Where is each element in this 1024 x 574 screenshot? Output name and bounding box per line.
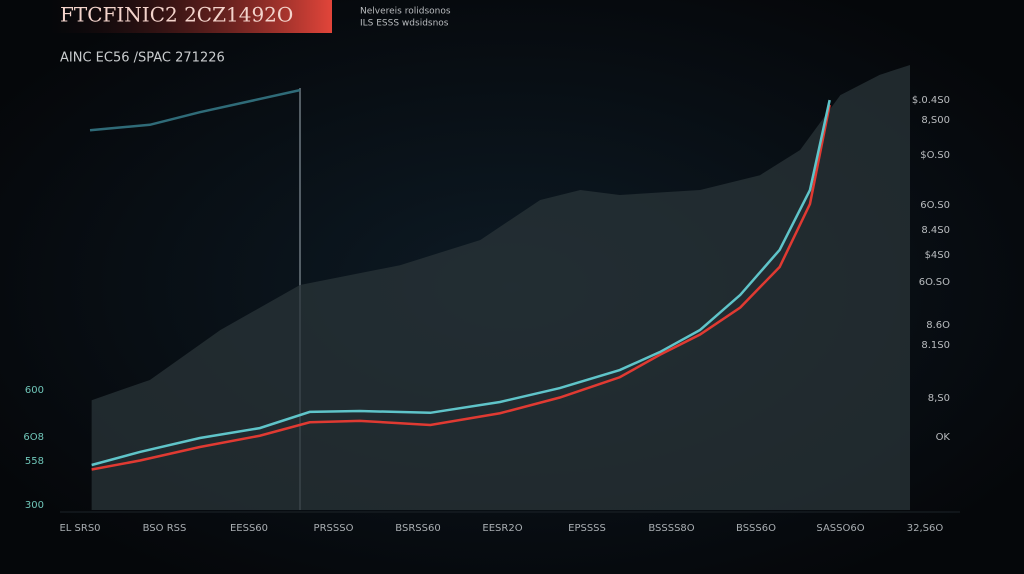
x-label: BSRSS60	[395, 523, 440, 534]
x-label: EL SRS0	[59, 523, 100, 534]
line	[89, 88, 301, 132]
value-label: 8.6O	[926, 320, 950, 331]
x-label: EESS60	[230, 523, 268, 534]
y-label: 558	[25, 456, 44, 467]
value-label: $O.S0	[920, 150, 950, 161]
y-label: 6O8	[23, 432, 44, 443]
x-label: EPSSSS	[568, 523, 606, 534]
x-label: 32,S6O	[907, 523, 944, 534]
value-label: 6O.SO	[919, 277, 950, 288]
page-title: FTCFINIC2 2CZ1492O	[60, 3, 293, 27]
x-label: BSO RSS	[143, 523, 187, 534]
value-label: 8.1S0	[921, 340, 950, 351]
value-label: 8.4S0	[921, 225, 950, 236]
x-label: EESR2O	[482, 523, 522, 534]
chart-title: AINC EC56 /SPAC 271226	[60, 51, 225, 66]
y-label: 300	[25, 500, 44, 511]
line	[91, 99, 831, 467]
subtitle: ILS ESSS wdsidsnos	[360, 19, 449, 29]
x-label: BSSS6O	[736, 523, 776, 534]
value-label: $.0.4S0	[912, 95, 950, 106]
x-label: BSSSS8O	[648, 523, 694, 534]
area	[91, 64, 910, 510]
line	[91, 104, 831, 471]
y-label: 600	[25, 385, 44, 396]
value-label: $4S0	[925, 250, 950, 261]
value-label: 8,S00	[921, 115, 950, 126]
subtitle: Nelvereis rolidsonos	[360, 7, 451, 17]
value-label: 8,S0	[928, 393, 950, 404]
x-label: PRSSSO	[314, 523, 354, 534]
x-label: SASSO6O	[816, 523, 864, 534]
value-label: OK	[936, 432, 951, 443]
title-bar	[50, 0, 332, 33]
value-label: 6O.S0	[920, 200, 950, 211]
